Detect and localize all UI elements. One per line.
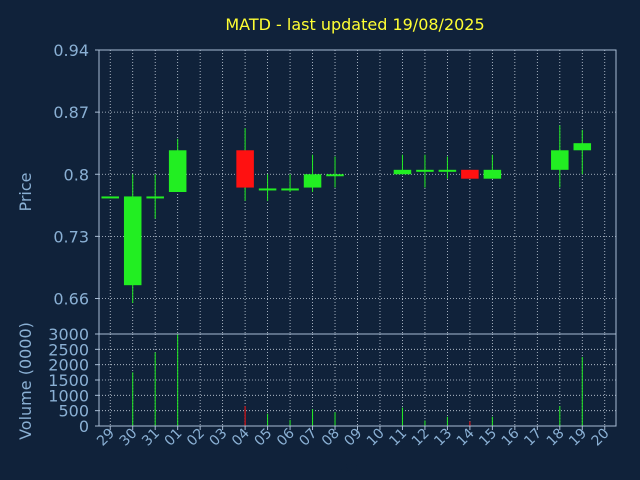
- volume-bars: [132, 334, 583, 426]
- candle-body: [326, 174, 344, 177]
- x-tick-label: 09: [341, 426, 365, 450]
- candle-body: [573, 143, 592, 151]
- price-y-tick-label: 0.94: [53, 41, 89, 60]
- price-y-tick-label: 0.66: [53, 290, 89, 309]
- candle-body: [438, 169, 457, 172]
- x-tick-label: 19: [566, 426, 590, 450]
- chart-title: MATD - last updated 19/08/2025: [225, 15, 484, 34]
- volume-y-tick-label: 1500: [48, 371, 89, 390]
- price-y-tick-label: 0.8: [64, 165, 89, 184]
- x-tick-label: 08: [319, 426, 343, 450]
- x-tick-label: 29: [94, 426, 118, 450]
- candle-body: [461, 169, 479, 179]
- x-tick-label: 07: [296, 426, 320, 450]
- candle-body: [236, 150, 254, 188]
- x-tick-label: 13: [431, 426, 455, 450]
- candle-body: [168, 150, 187, 192]
- x-tick-label: 06: [274, 425, 298, 449]
- x-tick-label: 16: [499, 425, 523, 449]
- x-tick-label: 14: [454, 425, 478, 449]
- x-tick-label: 15: [476, 426, 500, 450]
- volume-y-tick-label: 2000: [48, 356, 89, 375]
- volume-axis-label: Volume (0000): [16, 322, 35, 440]
- x-tick-label: 03: [207, 426, 231, 450]
- x-tick-label: 05: [251, 426, 275, 450]
- volume-grid: [99, 333, 616, 427]
- candle-body: [101, 196, 120, 199]
- candle-body: [483, 169, 502, 179]
- price-axis-label: Price: [16, 172, 35, 211]
- x-tick-label: 31: [139, 426, 163, 450]
- price-y-tick-label: 0.73: [53, 227, 89, 246]
- candle-body: [281, 188, 299, 191]
- x-tick-label: 10: [364, 426, 388, 450]
- volume-y-tick-label: 500: [58, 402, 89, 421]
- x-tick-label: 17: [521, 426, 545, 450]
- x-tick-label: 01: [162, 426, 186, 450]
- price-y-tick-label: 0.87: [53, 103, 89, 122]
- candle-body: [258, 188, 277, 191]
- volume-y-tick-label: 3000: [48, 325, 89, 344]
- volume-y-tick-label: 0: [79, 417, 89, 436]
- x-axis-label: Day: [333, 458, 363, 476]
- x-tick-label: 12: [409, 426, 433, 450]
- x-tick-label: 18: [544, 426, 568, 450]
- price-candles: [101, 125, 592, 303]
- x-tick-label: 04: [229, 425, 253, 449]
- candle-body: [146, 196, 164, 199]
- candle-body: [123, 196, 142, 286]
- candle-body: [303, 174, 322, 188]
- candle-body: [551, 150, 569, 170]
- x-tick-label: 20: [589, 426, 613, 450]
- x-tick-label: 02: [184, 426, 208, 450]
- x-tick-labels: 2930310102030405060708091011121314151617…: [94, 425, 612, 449]
- x-tick-label: 11: [386, 426, 410, 450]
- volume-y-tick-label: 1000: [48, 386, 89, 405]
- volume-y-tick-label: 2500: [48, 340, 89, 359]
- price-y-tick-labels: 0.94 0.87 0.8 0.73 0.66: [53, 41, 99, 309]
- candle-body: [393, 169, 412, 175]
- x-tick-label: 30: [117, 426, 141, 450]
- candle-body: [416, 169, 434, 172]
